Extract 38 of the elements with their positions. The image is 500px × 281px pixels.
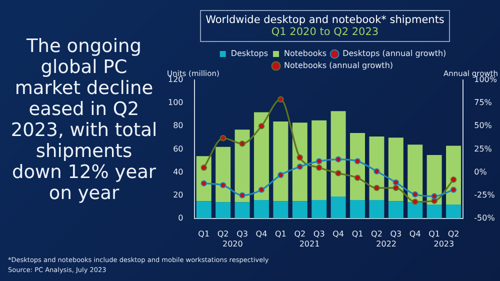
- y-tick-label: 20: [173, 190, 184, 200]
- y2-tick-label: -50%: [474, 213, 496, 222]
- y-tick-label: 0: [178, 213, 184, 222]
- y2-tick-label: 25%: [474, 144, 492, 154]
- y2-tick-label: 0%: [474, 167, 488, 176]
- y2-tick-label: -25%: [474, 190, 496, 200]
- x-tick-label: Q1: [274, 229, 286, 238]
- y-tick-label: 40: [173, 167, 184, 176]
- x-tick-label: Q2: [371, 229, 382, 238]
- x-tick-label: Q3: [313, 229, 325, 238]
- x-tick-label: Q2: [217, 229, 229, 238]
- y-tick-label: 80: [173, 121, 184, 130]
- text: 2023: [434, 239, 454, 248]
- x-tick-label: Q1: [428, 229, 440, 238]
- y-tick-label: 100: [168, 98, 184, 108]
- text: 2020: [222, 239, 243, 248]
- text: 2022: [376, 239, 396, 248]
- x-tick-label: Q2: [294, 229, 306, 238]
- y-tick-label: 60: [173, 144, 184, 154]
- legend-label: Desktops: [230, 49, 268, 58]
- x-tick-label: Q3: [390, 229, 402, 238]
- y-tick-label: 120: [168, 75, 184, 84]
- y2-tick-label: 50%: [474, 121, 492, 130]
- text: The ongoing global PC market decline eased in Q2 2023, with total shipments down 12% year on year: [10, 36, 158, 204]
- x-tick-label: Q3: [236, 229, 248, 238]
- x-tick-label: Q4: [332, 229, 344, 238]
- legend-label: Notebooks: [284, 49, 327, 58]
- text: 2021: [299, 239, 320, 248]
- x-tick-label: Q4: [409, 229, 421, 238]
- x-tick-label: Q4: [256, 229, 268, 238]
- legend-label: Desktops (annual growth): [342, 49, 446, 58]
- chart-subtitle: Q1 2020 to Q2 2023: [270, 26, 380, 38]
- y2-tick-label: 75%: [474, 98, 492, 108]
- x-tick-label: Q1: [352, 229, 364, 238]
- x-tick-label: Q2: [448, 229, 460, 238]
- chart-title: Worldwide desktop and notebook* shipments: [204, 14, 446, 26]
- x-tick-label: Q1: [198, 229, 210, 238]
- legend-label: Notebooks (annual growth): [284, 61, 394, 70]
